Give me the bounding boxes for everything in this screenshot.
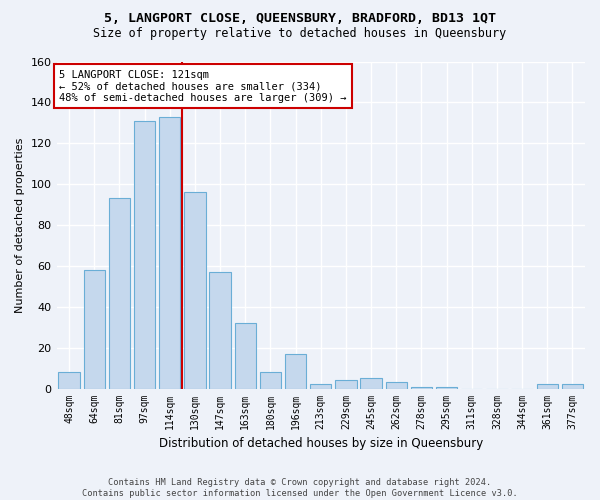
Bar (209, 272, 231, 388)
Bar (58, 372, 80, 388)
Y-axis label: Number of detached properties: Number of detached properties (15, 138, 25, 312)
Text: Size of property relative to detached houses in Queensbury: Size of property relative to detached ho… (94, 28, 506, 40)
Bar (310, 384, 331, 388)
Bar (411, 386, 432, 388)
Text: 5, LANGPORT CLOSE, QUEENSBURY, BRADFORD, BD13 1QT: 5, LANGPORT CLOSE, QUEENSBURY, BRADFORD,… (104, 12, 496, 26)
Bar (235, 323, 256, 388)
Bar (386, 382, 407, 388)
Bar (436, 386, 457, 388)
Text: Contains HM Land Registry data © Crown copyright and database right 2024.
Contai: Contains HM Land Registry data © Crown c… (82, 478, 518, 498)
Bar (335, 380, 356, 388)
Bar (260, 372, 281, 388)
Bar (562, 384, 583, 388)
Bar (83, 270, 105, 388)
Bar (361, 378, 382, 388)
Bar (109, 198, 130, 388)
Bar (134, 121, 155, 388)
Text: 5 LANGPORT CLOSE: 121sqm
← 52% of detached houses are smaller (334)
48% of semi-: 5 LANGPORT CLOSE: 121sqm ← 52% of detach… (59, 70, 347, 103)
Bar (159, 116, 181, 388)
Bar (536, 384, 558, 388)
Bar (184, 192, 206, 388)
X-axis label: Distribution of detached houses by size in Queensbury: Distribution of detached houses by size … (158, 437, 483, 450)
Bar (285, 354, 307, 388)
